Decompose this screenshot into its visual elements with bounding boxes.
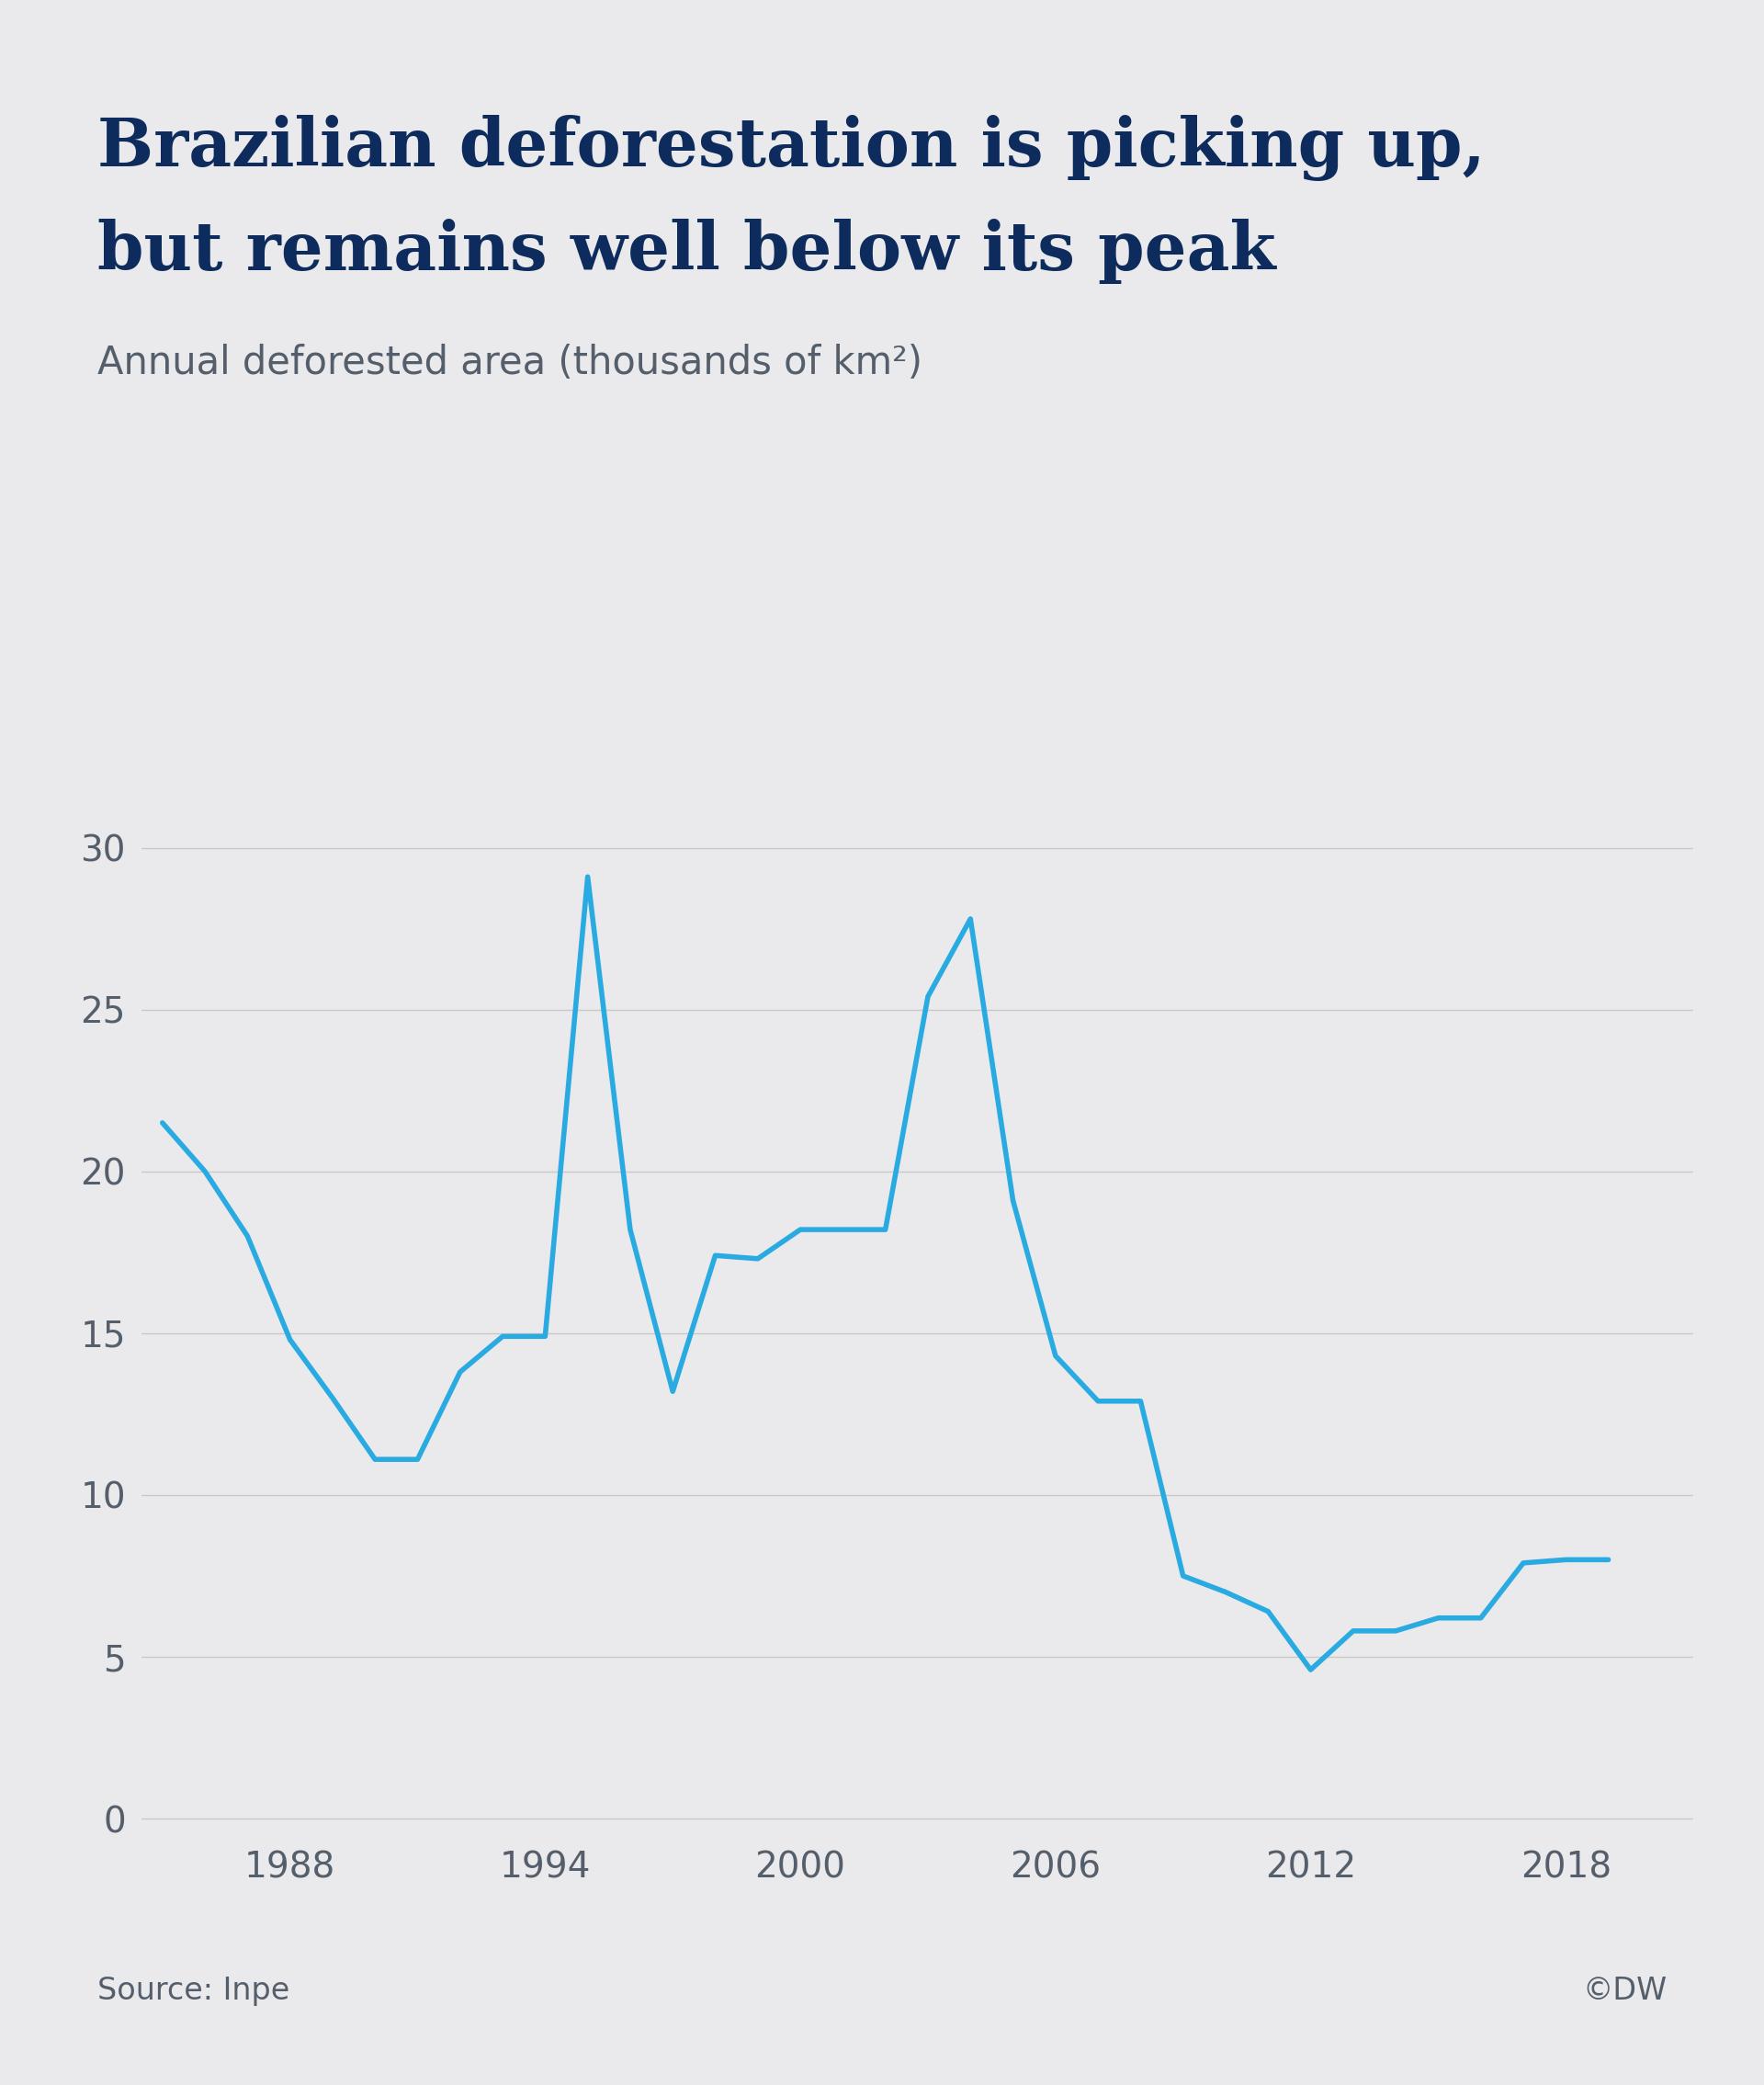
Text: but remains well below its peak: but remains well below its peak — [97, 219, 1275, 284]
Text: Source: Inpe: Source: Inpe — [97, 1974, 289, 2006]
Text: ©DW: ©DW — [1582, 1974, 1667, 2006]
Text: Brazilian deforestation is picking up,: Brazilian deforestation is picking up, — [97, 115, 1485, 181]
Text: Annual deforested area (thousands of km²): Annual deforested area (thousands of km²… — [97, 344, 923, 384]
